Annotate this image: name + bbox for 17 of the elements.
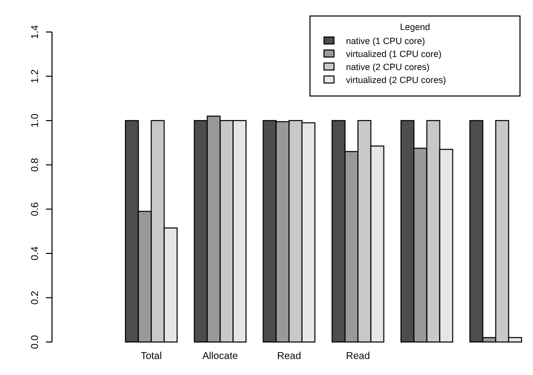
y-tick-label: 1.4 xyxy=(30,24,41,39)
y-tick-label: 0.8 xyxy=(30,157,41,172)
y-tick-label: 0.4 xyxy=(30,246,41,260)
x-tick-label: Read xyxy=(346,351,370,362)
x-tick-label: Allocate xyxy=(202,351,238,362)
legend-label: native (2 CPU cores) xyxy=(346,62,430,72)
legend-title: Legend xyxy=(400,22,430,32)
legend-label: virtualized (2 CPU cores) xyxy=(346,75,446,85)
legend-label: native (1 CPU core) xyxy=(346,36,426,46)
y-tick-label: 1.2 xyxy=(30,68,41,84)
y-tick-label: 1.0 xyxy=(30,113,41,128)
y-tick-label: 0.0 xyxy=(30,334,41,349)
y-tick-label: 0.6 xyxy=(30,202,41,216)
legend-label: virtualized (1 CPU core) xyxy=(346,49,442,59)
x-tick-label: Total xyxy=(140,351,162,362)
y-tick-label: 0.2 xyxy=(30,290,41,305)
x-tick-label: Read xyxy=(277,351,302,362)
